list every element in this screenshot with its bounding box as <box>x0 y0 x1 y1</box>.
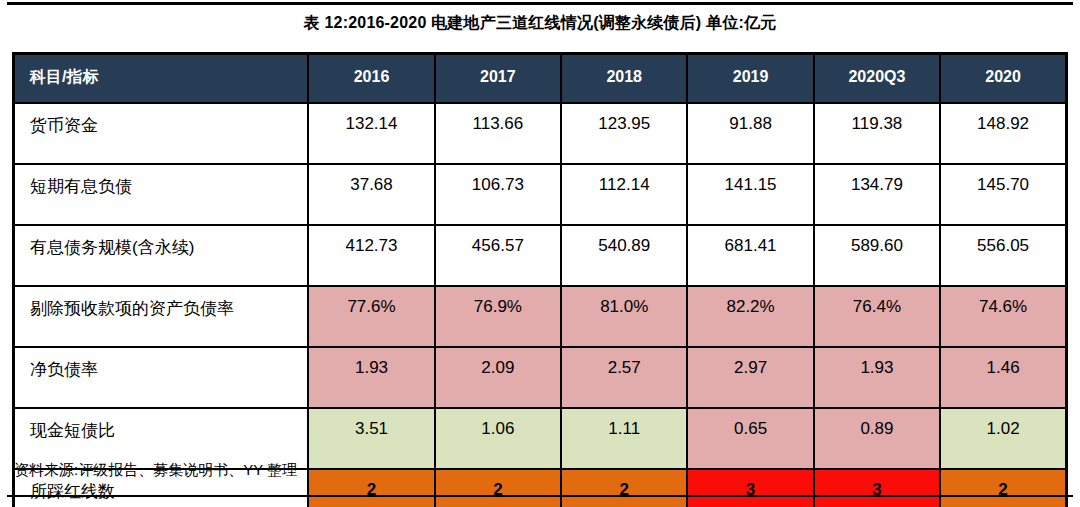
value-cell: 91.88 <box>687 103 813 164</box>
header-cell-label: 科目/指标 <box>14 54 309 104</box>
value-cell: 145.70 <box>940 164 1066 225</box>
row-label: 货币资金 <box>14 103 309 164</box>
value-cell: 81.0% <box>561 286 687 347</box>
table-body: 货币资金132.14113.66123.9591.88119.38148.92短… <box>14 103 1067 507</box>
header-cell-year: 2020Q3 <box>814 54 940 104</box>
bottom-divider <box>7 495 1073 497</box>
value-cell: 106.73 <box>435 164 561 225</box>
value-cell: 0.89 <box>814 408 940 469</box>
value-cell: 2.57 <box>561 347 687 408</box>
value-cell: 1.93 <box>814 347 940 408</box>
value-cell: 112.14 <box>561 164 687 225</box>
value-cell: 119.38 <box>814 103 940 164</box>
value-cell: 2 <box>561 469 687 507</box>
value-cell: 76.9% <box>435 286 561 347</box>
value-cell: 134.79 <box>814 164 940 225</box>
value-cell: 1.46 <box>940 347 1066 408</box>
value-cell: 3.51 <box>308 408 434 469</box>
top-divider <box>7 2 1073 5</box>
value-cell: 2.09 <box>435 347 561 408</box>
value-cell: 77.6% <box>308 286 434 347</box>
value-cell: 2 <box>308 469 434 507</box>
table-row: 净负债率1.932.092.572.971.931.46 <box>14 347 1067 408</box>
table-row: 有息债务规模(含永续)412.73456.57540.89681.41589.6… <box>14 225 1067 286</box>
row-label: 短期有息负债 <box>14 164 309 225</box>
value-cell: 456.57 <box>435 225 561 286</box>
row-label: 剔除预收款项的资产负债率 <box>14 286 309 347</box>
header-cell-year: 2020 <box>940 54 1066 104</box>
value-cell: 540.89 <box>561 225 687 286</box>
header-cell-year: 2017 <box>435 54 561 104</box>
value-cell: 76.4% <box>814 286 940 347</box>
value-cell: 37.68 <box>308 164 434 225</box>
three-red-lines-table: 科目/指标20162017201820192020Q32020 货币资金132.… <box>12 52 1068 507</box>
report-page: 表 12:2016-2020 电建地产三道红线情况(调整永续债后) 单位:亿元 … <box>0 0 1080 507</box>
value-cell: 589.60 <box>814 225 940 286</box>
value-cell: 0.65 <box>687 408 813 469</box>
value-cell: 141.15 <box>687 164 813 225</box>
table-row: 短期有息负债37.68106.73112.14141.15134.79145.7… <box>14 164 1067 225</box>
value-cell: 1.93 <box>308 347 434 408</box>
value-cell: 1.02 <box>940 408 1066 469</box>
row-label: 净负债率 <box>14 347 309 408</box>
value-cell: 82.2% <box>687 286 813 347</box>
value-cell: 132.14 <box>308 103 434 164</box>
header-cell-year: 2016 <box>308 54 434 104</box>
table-row: 剔除预收款项的资产负债率77.6%76.9%81.0%82.2%76.4%74.… <box>14 286 1067 347</box>
value-cell: 2.97 <box>687 347 813 408</box>
value-cell: 681.41 <box>687 225 813 286</box>
value-cell: 1.11 <box>561 408 687 469</box>
value-cell: 74.6% <box>940 286 1066 347</box>
value-cell: 123.95 <box>561 103 687 164</box>
header-cell-year: 2019 <box>687 54 813 104</box>
table-title: 表 12:2016-2020 电建地产三道红线情况(调整永续债后) 单位:亿元 <box>0 13 1080 34</box>
value-cell: 2 <box>435 469 561 507</box>
row-label: 有息债务规模(含永续) <box>14 225 309 286</box>
table-row: 现金短债比3.511.061.110.650.891.02 <box>14 408 1067 469</box>
header-cell-year: 2018 <box>561 54 687 104</box>
value-cell: 3 <box>814 469 940 507</box>
value-cell: 1.06 <box>435 408 561 469</box>
row-label: 现金短债比 <box>14 408 309 469</box>
value-cell: 3 <box>687 469 813 507</box>
value-cell: 113.66 <box>435 103 561 164</box>
value-cell: 148.92 <box>940 103 1066 164</box>
value-cell: 556.05 <box>940 225 1066 286</box>
header-row: 科目/指标20162017201820192020Q32020 <box>14 54 1067 104</box>
source-note: 资料来源:评级报告、募集说明书、YY 整理 <box>14 461 297 480</box>
value-cell: 412.73 <box>308 225 434 286</box>
table-row: 货币资金132.14113.66123.9591.88119.38148.92 <box>14 103 1067 164</box>
value-cell: 2 <box>940 469 1066 507</box>
